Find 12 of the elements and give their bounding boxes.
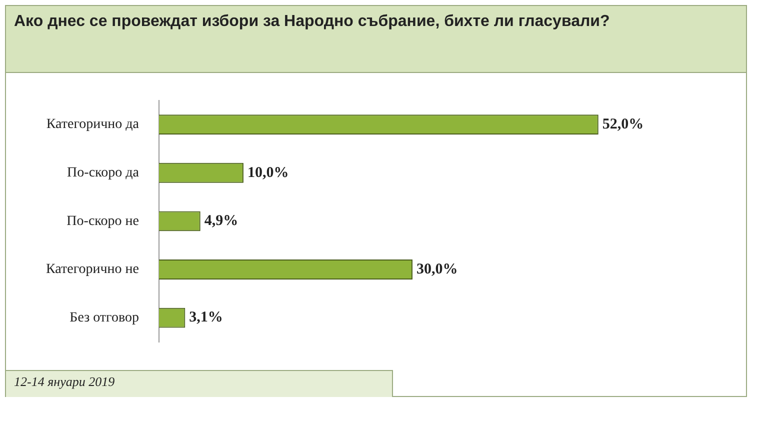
data-label: 4,9% [204, 213, 238, 230]
y-tick-label: Категорично не [46, 262, 139, 278]
data-label: 3,1% [189, 310, 223, 326]
y-tick-label: Категорично да [46, 117, 140, 132]
y-tick-label: По-скоро не [66, 214, 139, 229]
data-label: 10,0% [247, 164, 289, 181]
chart-title: Ако днес се провеждат избори за Народно събрание, бихте ли гласували? [6, 6, 746, 73]
data-label: 30,0% [416, 261, 458, 278]
data-label: 52,0% [602, 116, 644, 132]
text: 12-14 януари 2019 [6, 370, 393, 397]
y-tick-label: Без отговор [70, 310, 139, 326]
y-tick-label: По-скоро да [67, 166, 140, 181]
